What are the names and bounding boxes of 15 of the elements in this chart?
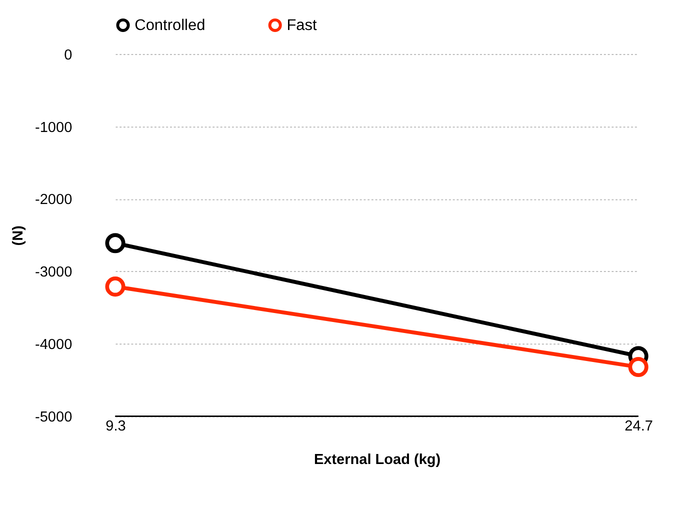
point [105, 276, 126, 297]
x-tick-label: 24.7 [624, 418, 653, 434]
y-tick-label: 0 [64, 47, 72, 64]
y-axis-title: (N) [10, 225, 26, 246]
y-tick-label: -2000 [35, 192, 72, 208]
point [628, 356, 648, 378]
y-tick-label: -1000 [35, 120, 72, 136]
y-tick-label: -3000 [35, 264, 72, 281]
legend-label: Controlled [134, 17, 206, 34]
y-tick-label: -5000 [35, 410, 72, 426]
x-axis-title: External Load (kg) [314, 452, 441, 468]
y-tick-label: -4000 [35, 337, 72, 354]
x-tick-label: 9.3 [106, 418, 126, 434]
point [105, 233, 126, 254]
legend-label: Fast [286, 17, 318, 34]
